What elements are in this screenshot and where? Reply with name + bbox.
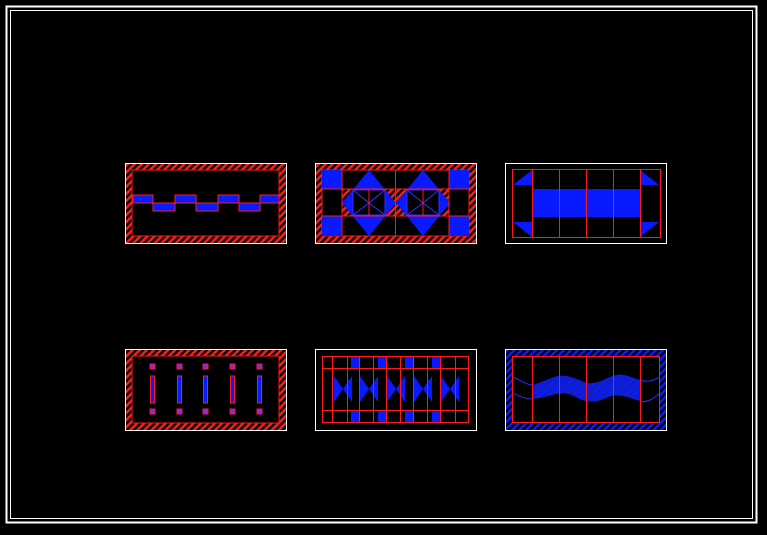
panel-vertical-bars[interactable] xyxy=(125,349,287,431)
panel-staircase-band[interactable] xyxy=(125,163,287,244)
panel-wave-band[interactable] xyxy=(505,349,667,431)
panel-center-band[interactable] xyxy=(505,163,667,244)
panel-diamond-grid[interactable] xyxy=(315,163,477,244)
drawing-frame xyxy=(5,5,758,524)
panel-bowtie-grid[interactable] xyxy=(315,349,477,431)
